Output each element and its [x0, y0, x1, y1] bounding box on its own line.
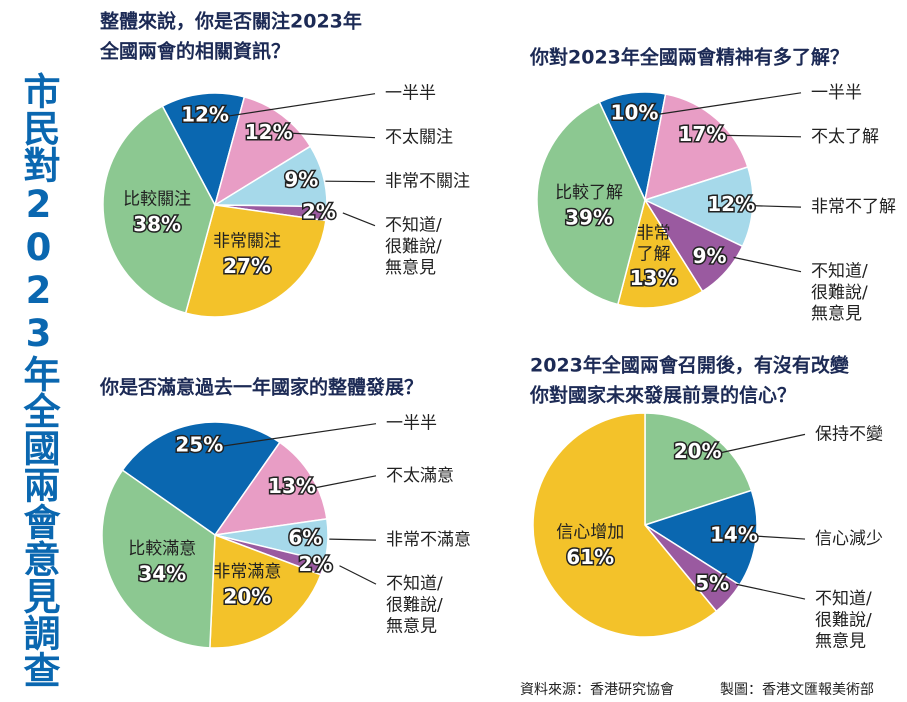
pie-slice: [536, 101, 646, 306]
slice-value: 34%: [138, 561, 186, 585]
legend-label: 保持不變: [815, 424, 883, 444]
slice-value: 5%: [695, 571, 729, 595]
leader-line: [755, 205, 802, 208]
leader-line: [292, 132, 376, 139]
pie-slice: [102, 105, 216, 315]
legend-label: 不知道/很難說/無意見: [811, 262, 868, 325]
slice-value: 13%: [630, 266, 678, 290]
pie-slice: [161, 92, 246, 208]
slice-value: 2%: [302, 199, 336, 223]
legend-label: 不知道/很難說/無意見: [385, 216, 442, 279]
pie-slice: [532, 412, 718, 638]
chart-title: 2023年全國兩會召開後，有沒有改變: [530, 354, 850, 377]
leader-line: [757, 535, 806, 540]
slice-value: 61%: [566, 545, 614, 569]
leader-line: [736, 583, 806, 600]
chart-title: 你對國家未來發展前景的信心？: [529, 384, 796, 407]
credit: 製圖：香港文匯報美術部: [720, 682, 874, 698]
chart-title: 全國兩會的相關資訊？: [99, 40, 290, 63]
slice-name: 非常了解: [637, 223, 671, 264]
pie-slice: [121, 421, 281, 537]
pie-slice: [209, 533, 322, 649]
pie-slice: [643, 489, 758, 587]
chart-title: 整體來說，你是否關注2023年: [100, 10, 362, 33]
slice-value: 12%: [245, 120, 293, 144]
side-title: 市民對2023年全國兩會意見調查: [17, 72, 60, 688]
slice-name: 比較關注: [123, 189, 191, 209]
pie-slice: [644, 93, 749, 202]
leader-line: [315, 475, 377, 489]
slice-value: 9%: [284, 168, 318, 192]
leader-line: [223, 423, 377, 447]
leader-line: [733, 256, 802, 273]
legend-label: 非常不關注: [385, 172, 470, 192]
chart-title: 你是否滿意過去一年國家的整體發展？: [99, 376, 423, 399]
leader-line: [726, 134, 802, 138]
slice-value: 10%: [611, 101, 659, 125]
legend-label: 一半半: [386, 414, 437, 434]
legend-label: 一半半: [811, 83, 862, 103]
slice-value: 38%: [133, 212, 181, 236]
slice-name: 信心增加: [556, 523, 624, 543]
legend-label: 非常不滿意: [386, 530, 471, 550]
slice-value: 6%: [288, 526, 322, 550]
slice-name: 比較了解: [555, 183, 623, 203]
leader-line: [658, 92, 802, 115]
legend-label: 不知道/很難說/無意見: [815, 589, 872, 652]
pie-slice: [616, 198, 704, 309]
pie-slice: [101, 469, 216, 649]
leader-line: [339, 565, 377, 585]
pie-slice: [642, 166, 754, 248]
leader-line: [721, 433, 806, 454]
slice-name: 比較滿意: [128, 539, 196, 559]
legend-label: 不太關注: [385, 128, 453, 148]
leader-line: [342, 212, 376, 227]
slice-name: 非常關注: [213, 232, 281, 252]
legend-label: 一半半: [385, 84, 436, 104]
legend-label: 信心減少: [815, 529, 883, 549]
slice-value: 12%: [707, 192, 755, 216]
slice-value: 2%: [299, 552, 333, 576]
legend-label: 非常不了解: [811, 197, 896, 217]
legend-label: 不知道/很難說/無意見: [386, 574, 443, 637]
slice-value: 12%: [181, 102, 229, 126]
slice-name: 非常滿意: [213, 562, 281, 582]
chart-title: 你對2023年全國兩會精神有多了解？: [529, 46, 849, 69]
slice-value: 39%: [565, 206, 613, 230]
pie-slice: [184, 204, 327, 318]
leader-line: [228, 93, 376, 117]
slice-value: 14%: [710, 523, 758, 547]
pie-slice: [213, 95, 312, 207]
slice-value: 9%: [693, 244, 727, 268]
slice-value: 27%: [223, 254, 271, 278]
pie-slice: [213, 441, 328, 536]
legend-label: 不太滿意: [386, 466, 454, 486]
pie-slice: [644, 412, 753, 527]
legend-label: 不太了解: [811, 127, 879, 147]
source: 資料來源：香港研究協會: [520, 682, 674, 698]
slice-value: 25%: [175, 432, 223, 456]
slice-value: 13%: [268, 474, 316, 498]
slice-value: 20%: [674, 439, 722, 463]
slice-value: 20%: [223, 585, 271, 609]
slice-value: 17%: [678, 122, 726, 146]
leader-line: [329, 538, 377, 541]
